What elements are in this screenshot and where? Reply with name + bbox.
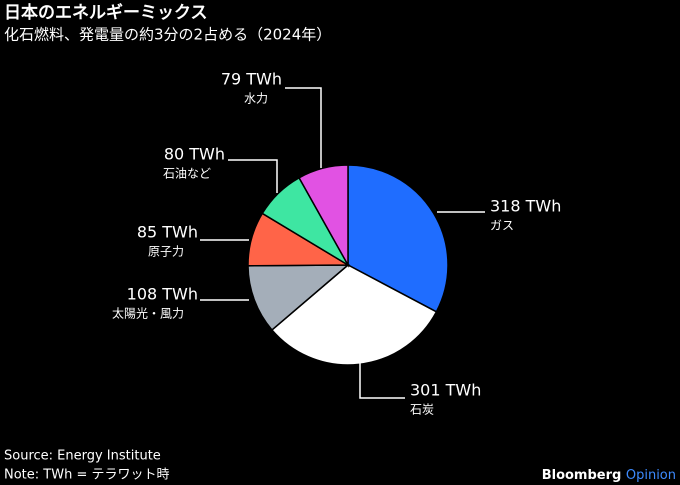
brand: Bloomberg Opinion (542, 468, 676, 483)
value-label: 318 TWh (490, 197, 561, 216)
brand-section: Opinion (626, 468, 676, 483)
category-label: 石油など (163, 167, 211, 181)
leader-line (285, 87, 322, 168)
category-label: 太陽光・風力 (112, 306, 184, 321)
pie-slice (347, 164, 449, 313)
pie-slice (247, 264, 351, 332)
brand-name: Bloomberg (542, 468, 622, 483)
value-label: 301 TWh (410, 381, 481, 400)
pie-slice (270, 264, 438, 366)
category-label: ガス (490, 219, 514, 233)
leader-line (359, 362, 405, 399)
chart-subtitle: 化石燃料、発電量の約3分の2占める（2024年） (4, 26, 331, 44)
chart-title: 日本のエネルギーミックス (4, 2, 208, 23)
category-label: 原子力 (148, 245, 184, 259)
value-label: 79 TWh (221, 70, 282, 89)
leader-line (228, 159, 278, 193)
pie-slice (298, 164, 349, 268)
value-label: 80 TWh (164, 145, 225, 164)
category-label: 石炭 (410, 403, 434, 417)
value-label: 85 TWh (137, 223, 198, 242)
value-label: 108 TWh (127, 285, 198, 304)
category-label: 水力 (244, 92, 268, 106)
source: Source: Energy Institute (4, 449, 161, 464)
note: Note: TWh = テラワット時 (4, 468, 169, 483)
